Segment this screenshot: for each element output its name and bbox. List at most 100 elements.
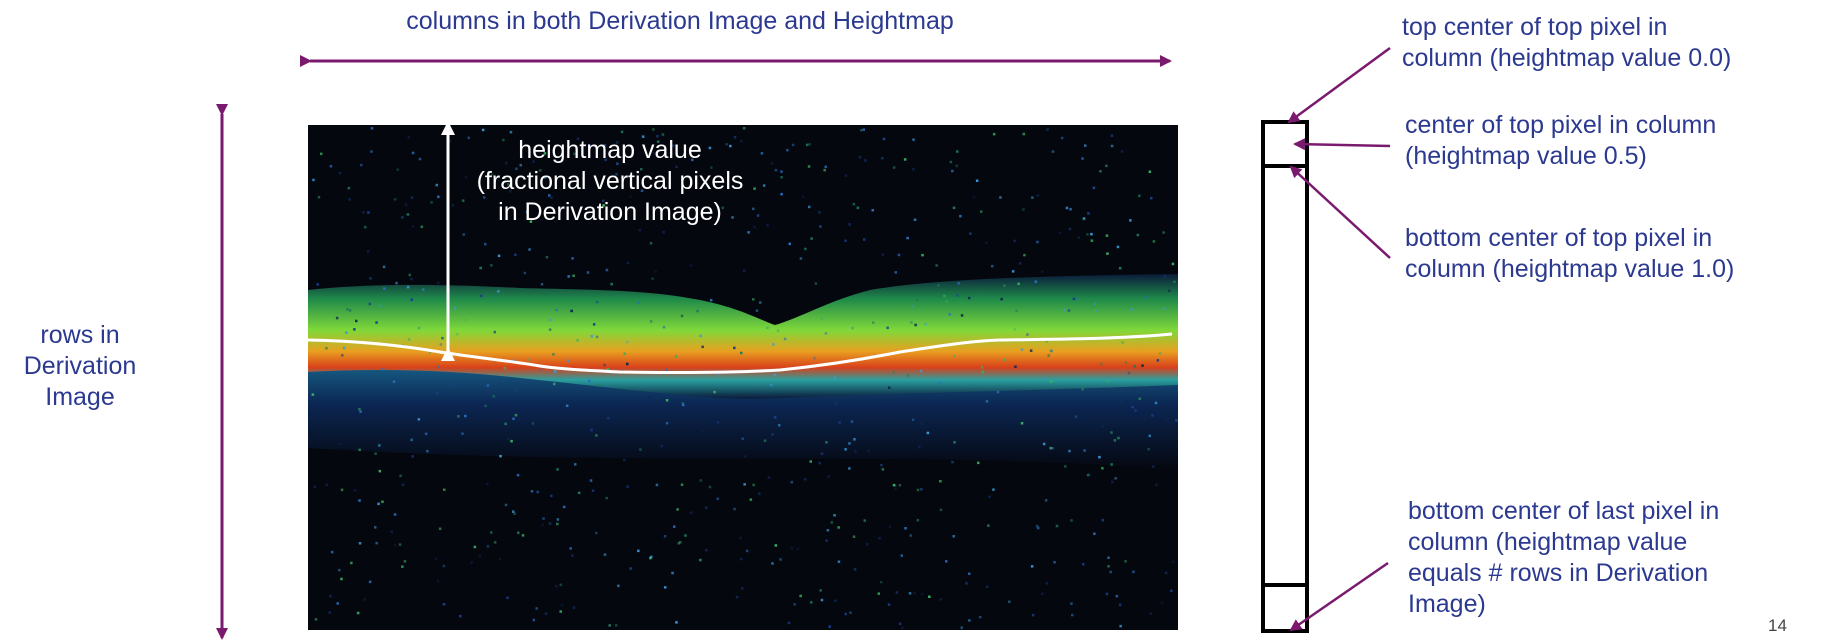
speckle-dot	[656, 135, 659, 138]
speckle-dot	[506, 596, 509, 600]
speckle-dot	[393, 513, 397, 516]
speckle-dot	[493, 541, 497, 544]
speckle-dot	[951, 460, 954, 464]
speckle-dot	[358, 542, 362, 545]
speckle-dot	[939, 598, 942, 601]
speckle-dot	[916, 488, 920, 492]
speckle-dot	[743, 455, 747, 458]
speckle-dot	[1081, 157, 1084, 160]
speckle-dot	[943, 294, 946, 298]
speckle-dot	[860, 129, 863, 132]
speckle-dot	[626, 261, 630, 265]
speckle-dot	[920, 422, 923, 425]
speckle-dot	[1046, 128, 1049, 131]
speckle-dot	[550, 494, 553, 498]
speckle-dot	[417, 326, 421, 330]
speckle-dot	[329, 165, 333, 168]
speckle-dot	[1053, 561, 1056, 564]
speckle-dot	[670, 151, 673, 155]
speckle-dot	[672, 144, 675, 147]
speckle-dot	[590, 335, 593, 338]
speckle-dot	[952, 206, 956, 210]
speckle-dot	[553, 382, 556, 386]
speckle-dot	[680, 314, 684, 318]
speckle-dot	[863, 238, 866, 241]
speckle-dot	[886, 326, 889, 330]
speckle-dot	[665, 399, 669, 402]
speckle-dot	[356, 611, 360, 615]
speckle-dot	[1020, 348, 1024, 351]
speckle-dot	[1172, 560, 1175, 563]
speckle-dot	[879, 580, 883, 584]
speckle-dot	[616, 162, 619, 165]
speckle-dot	[512, 510, 515, 513]
speckle-dot	[607, 417, 610, 420]
speckle-dot	[864, 159, 867, 162]
speckle-dot	[1034, 280, 1037, 283]
speckle-dot	[1167, 289, 1171, 293]
speckle-dot	[350, 561, 353, 565]
speckle-dot	[1070, 602, 1073, 605]
column-strip	[1261, 120, 1309, 633]
speckle-dot	[605, 496, 608, 500]
speckle-dot	[1031, 399, 1034, 402]
speckle-dot	[735, 595, 739, 599]
speckle-dot	[809, 460, 812, 463]
speckle-dot	[662, 326, 666, 329]
speckle-dot	[403, 560, 407, 563]
speckle-dot	[1156, 359, 1160, 362]
speckle-dot	[1065, 206, 1069, 210]
speckle-dot	[559, 583, 562, 587]
speckle-dot	[871, 321, 875, 324]
speckle-dot	[1124, 400, 1128, 404]
top-center-line-1: top center of top pixel in	[1402, 13, 1668, 41]
heightmap-value-label: heightmap value (fractional vertical pix…	[460, 135, 760, 228]
speckle-dot	[1047, 354, 1050, 357]
speckle-dot	[853, 438, 856, 441]
speckle-dot	[945, 300, 948, 303]
speckle-dot	[844, 239, 847, 242]
speckle-dot	[1013, 328, 1016, 331]
speckle-dot	[505, 161, 508, 165]
speckle-dot	[814, 282, 818, 285]
speckle-dot	[615, 141, 619, 144]
speckle-dot	[604, 158, 607, 161]
speckle-dot	[790, 480, 794, 484]
speckle-dot	[513, 512, 516, 515]
speckle-dot	[398, 543, 402, 546]
speckle-dot	[887, 603, 891, 606]
speckle-dot	[1106, 252, 1109, 255]
speckle-dot	[1045, 582, 1049, 585]
speckle-dot	[924, 323, 927, 326]
speckle-dot	[521, 534, 525, 537]
speckle-dot	[1022, 208, 1025, 211]
speckle-dot	[626, 485, 629, 488]
speckle-dot	[424, 432, 428, 436]
speckle-dot	[1162, 231, 1165, 234]
speckle-dot	[853, 568, 857, 571]
speckle-dot	[848, 467, 851, 470]
speckle-dot	[1163, 307, 1166, 310]
speckle-dot	[532, 160, 535, 163]
speckle-dot	[606, 368, 610, 371]
speckle-dot	[699, 558, 702, 562]
speckle-dot	[363, 598, 366, 601]
speckle-dot	[747, 231, 750, 234]
speckle-dot	[312, 178, 315, 182]
speckle-dot	[819, 589, 822, 592]
speckle-dot	[1031, 196, 1034, 199]
speckle-dot	[340, 488, 344, 492]
speckle-dot	[650, 555, 653, 559]
speckle-dot	[1072, 297, 1076, 301]
speckle-dot	[680, 483, 684, 486]
speckle-dot	[793, 603, 796, 606]
speckle-dot	[991, 264, 994, 268]
speckle-dot	[443, 488, 446, 491]
speckle-dot	[382, 265, 386, 269]
speckle-dot	[749, 498, 753, 501]
speckle-dot	[556, 518, 560, 521]
speckle-dot	[461, 432, 464, 435]
speckle-dot	[381, 500, 384, 503]
speckle-dot	[824, 332, 828, 335]
speckle-dot	[335, 316, 339, 320]
